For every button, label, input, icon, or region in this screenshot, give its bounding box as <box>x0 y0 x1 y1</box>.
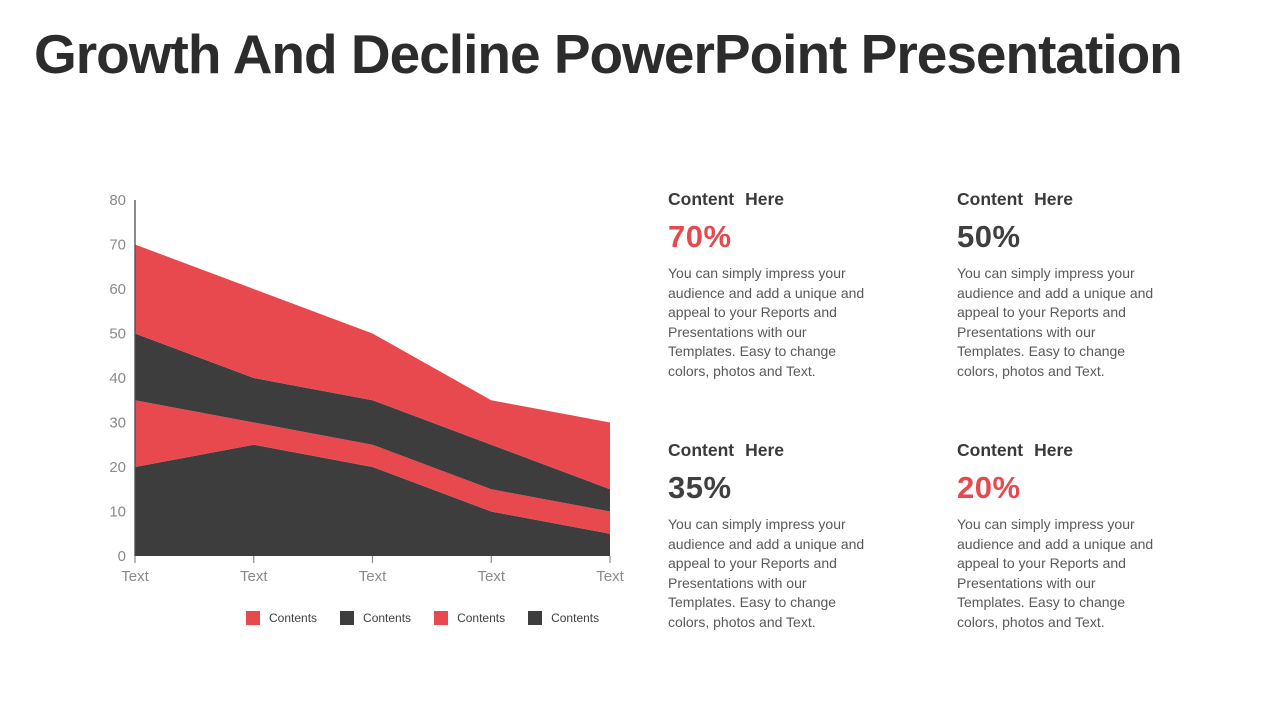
y-axis-label: 50 <box>109 326 126 343</box>
x-axis-label: Text <box>596 568 624 585</box>
legend-label: Contents <box>269 611 318 625</box>
y-axis-label: 30 <box>109 415 126 432</box>
area-band-1 <box>135 444 610 556</box>
area-band-2 <box>135 400 610 534</box>
stat-block-50: Content Here 50% You can simply impress … <box>957 189 1246 440</box>
stat-block-70: Content Here 70% You can simply impress … <box>668 189 957 440</box>
legend-item: Contents <box>434 611 505 625</box>
stat-heading: Content Here <box>668 440 784 460</box>
stat-value: 35% <box>668 470 732 505</box>
area-band-4 <box>135 244 610 490</box>
stat-body: You can simply impress your audience and… <box>668 265 865 379</box>
stat-heading: Content Here <box>957 189 1073 209</box>
y-axis-label: 20 <box>109 459 126 476</box>
chart-legend: Contents Contents Contents Contents <box>246 611 599 625</box>
legend-item: Contents <box>340 611 411 625</box>
stat-value: 50% <box>957 219 1021 254</box>
y-axis-label: 80 <box>109 192 126 209</box>
y-axis-label: 60 <box>109 281 126 298</box>
x-axis-label: Text <box>359 568 387 585</box>
stat-body: You can simply impress your audience and… <box>957 265 1154 379</box>
legend-swatch <box>246 611 260 625</box>
y-axis-label: 40 <box>109 370 126 387</box>
y-axis-label: 70 <box>109 237 126 254</box>
legend-swatch <box>528 611 543 625</box>
stat-body: You can simply impress your audience and… <box>957 516 1154 630</box>
legend-label: Contents <box>363 611 412 625</box>
legend-label: Contents <box>551 611 600 625</box>
stat-value: 20% <box>957 470 1021 505</box>
x-axis-label: Text <box>240 568 268 585</box>
legend-label: Contents <box>457 611 506 625</box>
x-axis-label: Text <box>477 568 505 585</box>
x-axis-label: Text <box>121 568 149 585</box>
stat-block-35: Content Here 35% You can simply impress … <box>668 440 957 691</box>
stat-block-20: Content Here 20% You can simply impress … <box>957 440 1246 691</box>
y-axis-label: 10 <box>109 504 126 521</box>
chart-plot-area: 0 10 20 30 40 50 60 70 80 Text Text Text Text Text <box>109 192 624 585</box>
legend-swatch <box>340 611 355 625</box>
stat-heading: Content Here <box>957 440 1073 460</box>
stat-value: 70% <box>668 219 732 254</box>
stat-heading: Content Here <box>668 189 784 209</box>
legend-item: Contents <box>528 611 599 625</box>
legend-swatch <box>434 611 449 625</box>
legend-item: Contents <box>246 611 317 625</box>
slide-title: Growth And Decline PowerPoint Presentati… <box>34 23 1183 85</box>
stats-grid: Content Here 70% You can simply impress … <box>668 189 1246 691</box>
stat-body: You can simply impress your audience and… <box>668 516 865 630</box>
y-axis-label: 0 <box>118 548 126 565</box>
stacked-area-chart: 0 10 20 30 40 50 60 70 80 Text Text Text Text Text Co… <box>60 188 640 658</box>
